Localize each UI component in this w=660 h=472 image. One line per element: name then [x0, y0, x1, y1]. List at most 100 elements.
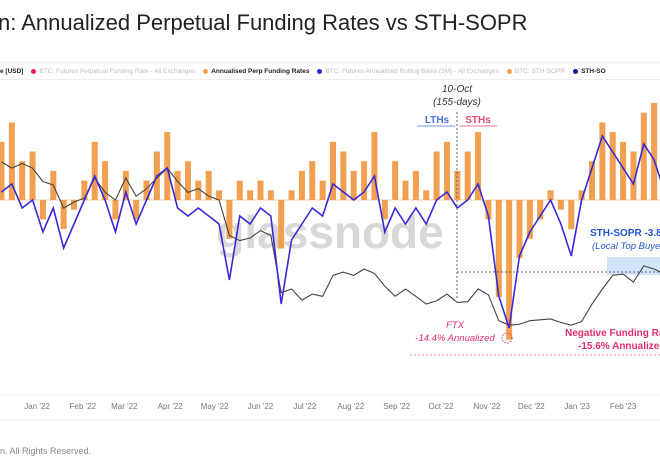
x-tick-label: Oct '22: [428, 402, 454, 411]
sopr-annotation-title: STH-SOPR -3.8: [590, 228, 660, 239]
funding-bar: [402, 180, 409, 200]
date-annotation: 10-Oct: [442, 84, 473, 95]
x-tick-label: Apr '22: [158, 402, 184, 411]
funding-bar: [361, 161, 368, 200]
funding-bar: [102, 161, 109, 200]
x-tick-label: Feb '22: [70, 402, 97, 411]
funding-bar: [609, 132, 616, 200]
legend-dot-icon: [573, 68, 579, 74]
funding-bar: [340, 151, 347, 200]
funding-bar: [39, 200, 46, 220]
funding-bar: [443, 141, 450, 200]
legend-label: BTC: STH-SOPR: [514, 67, 566, 75]
legend-label: e [USD]: [0, 67, 24, 75]
funding-bar: [640, 112, 647, 200]
funding-bar: [216, 190, 223, 200]
funding-bar: [495, 200, 502, 297]
legend-item[interactable]: BTC: Futures Perpetual Funding Rate - Al…: [31, 68, 195, 75]
watermark: glassnode: [216, 206, 444, 258]
funding-bar: [423, 190, 430, 200]
funding-bar: [205, 170, 212, 200]
funding-bar: [143, 180, 150, 200]
funding-bar: [547, 190, 554, 200]
x-axis-ticks: Jan '22 Feb '22 Mar '22 Apr '22 May '22 Jun '…: [24, 402, 637, 411]
funding-bar: [133, 200, 140, 220]
x-tick-label: Dec '22: [518, 402, 545, 411]
funding-bar: [330, 141, 336, 200]
sopr-annotation-sub: (Local Top Buye: [592, 241, 660, 252]
x-tick-label: Jan '23: [564, 402, 590, 411]
x-tick-label: Jul '22: [293, 402, 316, 411]
funding-bar: [309, 161, 316, 200]
funding-bar: [267, 190, 274, 200]
ftx-marker-circle: [501, 332, 513, 344]
funding-bar: [599, 122, 606, 200]
funding-bar: [392, 161, 399, 200]
funding-bar: [620, 141, 627, 200]
legend-label: BTC: Futures Annualized Rolling Basis (3…: [325, 67, 499, 75]
legend-item[interactable]: BTC: STH-SOPR: [506, 67, 566, 75]
funding-bar: [226, 200, 233, 239]
legend-dot-icon: [506, 68, 512, 74]
legend-label: STH-SO: [581, 67, 606, 75]
legend-item[interactable]: e [USD]: [0, 68, 23, 75]
funding-bar: [651, 103, 658, 200]
sth-label: STHs: [465, 115, 491, 126]
legend-label: Annualised Perp Funding Rates: [211, 67, 310, 75]
funding-bar: [278, 200, 285, 249]
funding-bar: [371, 132, 378, 200]
funding-bar: [164, 132, 171, 200]
legend-item[interactable]: BTC: Futures Annualized Rolling Basis (3…: [317, 67, 499, 75]
local-top-highlight: [607, 257, 660, 275]
x-tick-label: Feb '23: [610, 402, 637, 411]
legend-label: BTC: Futures Perpetual Funding Rate - Al…: [39, 67, 196, 75]
funding-bar: [184, 161, 191, 200]
legend-dot-icon: [203, 68, 209, 74]
legend: e [USD] BTC: Futures Perpetual Funding Ra…: [0, 62, 660, 80]
funding-bar: [516, 200, 523, 259]
funding-bar: [557, 200, 564, 210]
ftx-value: -14.4% Annualized: [415, 333, 495, 344]
x-tick-label: Aug '22: [337, 402, 364, 411]
funding-bar: [0, 141, 5, 200]
funding-bar: [381, 200, 388, 220]
x-tick-label: Jan '22: [24, 402, 50, 411]
funding-bar: [19, 161, 26, 200]
legend-dot-icon: [317, 68, 323, 74]
funding-bar: [412, 170, 419, 200]
ftx-title: FTX: [446, 320, 465, 331]
funding-bar: [112, 200, 119, 220]
funding-bar: [568, 200, 575, 230]
funding-bar: [29, 151, 36, 200]
funding-bar: [537, 200, 544, 220]
funding-bar: [433, 151, 440, 200]
funding-bar: [485, 200, 492, 220]
funding-bar: [298, 170, 305, 200]
x-tick-label: May '22: [201, 402, 229, 411]
funding-bar: [122, 170, 129, 200]
funding-bar: [506, 200, 513, 340]
legend-item[interactable]: Annualised Perp Funding Rates: [203, 68, 309, 75]
x-tick-label: Sep '22: [383, 402, 410, 411]
funding-bar: [578, 190, 585, 200]
lth-label: LTHs: [425, 115, 450, 126]
x-tick-label: Jun '22: [248, 402, 274, 411]
funding-bar: [464, 151, 471, 200]
funding-bar: [630, 151, 637, 200]
funding-bar: [195, 180, 202, 200]
sth-sopr-line: [0, 134, 660, 329]
legend-dot-icon: [31, 68, 37, 74]
funding-bar: [174, 170, 181, 200]
legend-item[interactable]: STH-SO: [573, 68, 606, 75]
x-tick-label: Mar '22: [111, 402, 138, 411]
funding-bar: [71, 200, 77, 210]
funding-bar: [350, 170, 357, 200]
funding-bar: [589, 161, 595, 200]
funding-bar: [526, 200, 533, 239]
funding-bar: [257, 180, 264, 200]
days-annotation: (155-days): [433, 97, 481, 108]
price-line: [1, 161, 660, 326]
funding-bar: [247, 190, 254, 200]
chart-title: n: Annualized Perpetual Funding Rates vs…: [0, 10, 528, 35]
funding-bar: [475, 132, 482, 200]
